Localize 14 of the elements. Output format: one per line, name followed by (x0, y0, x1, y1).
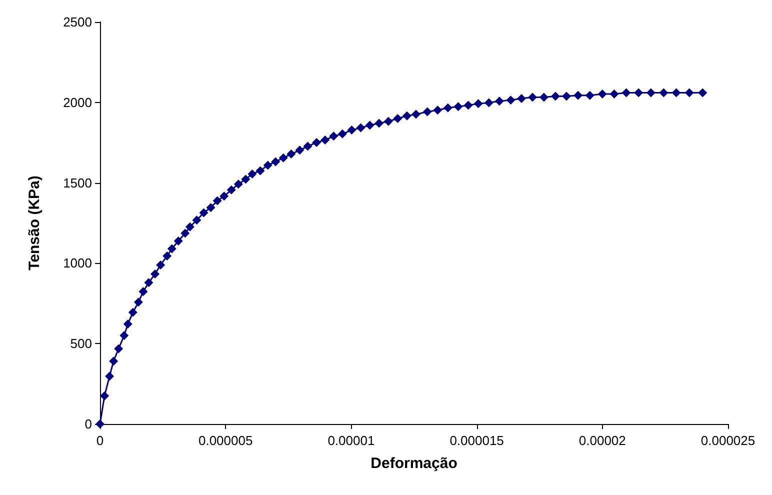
y-tick-label: 1500 (63, 175, 92, 190)
x-axis-title: Deformação (370, 455, 458, 472)
y-tick-label: 2500 (63, 14, 92, 30)
x-tick-label: 0.000025 (700, 433, 756, 448)
y-tick-label: 2000 (63, 94, 92, 110)
y-tick-label: 0 (84, 416, 92, 432)
x-tick-label: 0.000005 (198, 433, 253, 448)
y-tick-label: 500 (70, 336, 92, 352)
y-axis-title: Tensão (KPa) (26, 176, 43, 270)
x-tick-label: 0 (96, 433, 104, 448)
y-tick-label: 1000 (63, 256, 92, 271)
x-tick-label: 0.00001 (328, 433, 375, 448)
x-tick-label: 0.000015 (450, 433, 504, 448)
x-tick-label: 0.00002 (578, 433, 626, 448)
